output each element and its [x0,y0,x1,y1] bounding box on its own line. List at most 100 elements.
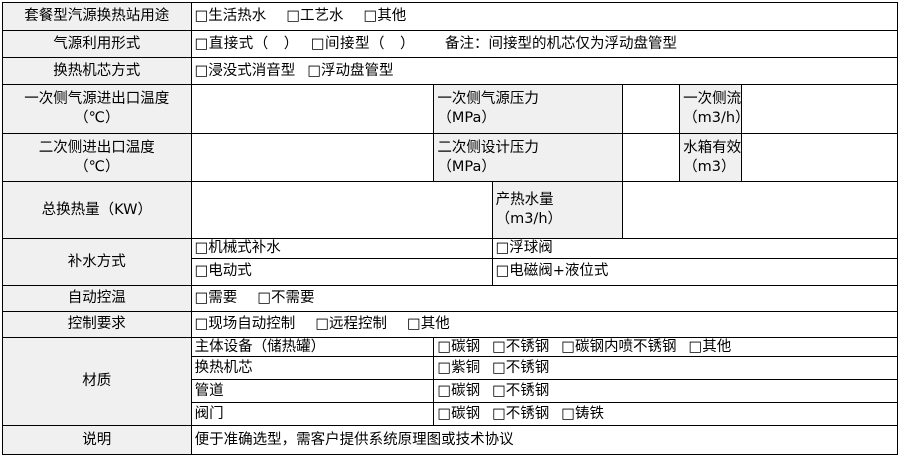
remark-text: 便于准确选型，需客户提供系统原理图或技术协议 [190,425,899,456]
material-item-name-2: 管道 [190,379,435,404]
table-row-material-4: 阀门 □碳钢 □不锈钢 □铸铁 [3,402,898,427]
checkbox-auto-temp-required[interactable]: □需要 [194,289,238,306]
table-row-auto-temp: 自动控温 □需要 □不需要 [2,284,899,312]
input-secondary-pressure-value[interactable] [621,133,681,182]
core-type-options-cell: □浸没式消音型 □浮动盘管型 [190,57,899,85]
row-label-primary-flow: 一次侧流量 （m3/h） [679,84,743,134]
table-row-remark: 说明 便于准确选型，需客户提供系统原理图或技术协议 [2,425,899,456]
primary-flow-label-line1: 一次侧流量 [683,91,742,108]
row-label-remark: 说明 [2,425,192,456]
row-label-material: 材质 [2,336,192,427]
secondary-pressure-label-line2: （MPa） [437,158,496,175]
hot-water-output-label-line2: （m3/h） [495,211,563,227]
input-hot-water-output-value[interactable] [622,181,898,239]
checkbox-material-core-stainless-steel[interactable]: □不锈钢 [492,359,550,376]
row-label-primary-pressure: 一次侧气源压力 （MPa） [433,84,623,134]
table-row-material-3: 管道 □碳钢 □不锈钢 [3,379,898,404]
table-row-source-form: 气源利用形式 □直接式（ ） □间接型（ ） 备注：间接型的机芯仅为浮动盘管型 [2,30,899,58]
checkbox-material-core-copper[interactable]: □紫铜 [437,359,481,376]
material-item-name-1: 换热机芯 [190,356,435,381]
checkbox-usage-domestic-hot-water[interactable]: □生活热水 [194,8,267,25]
material-options-cell-2: □碳钢 □不锈钢 [433,379,898,404]
source-form-options-cell: □直接式（ ） □间接型（ ） 备注：间接型的机芯仅为浮动盘管型 [190,30,899,58]
table-row-primary-parameters: 一次侧气源进出口温度 （℃） 一次侧气源压力 （MPa） 一次侧流量 （m3/h… [2,84,898,134]
table-row-total-heat: 总换热量（KW） 产热水量 （m3/h） [2,181,898,239]
makeup-water-option-cell-4: □电磁阀+液位式 [491,257,899,286]
input-primary-temp-value[interactable] [190,84,435,134]
checkbox-control-remote[interactable]: □远程控制 [315,315,388,332]
row-label-makeup-water: 补水方式 [2,238,192,286]
checkbox-material-valve-stainless-steel[interactable]: □不锈钢 [492,405,550,422]
spec-sheet: 套餐型汽源换热站用途 □生活热水 □工艺水 □其他 气源利用形式 □直接式（ ） □间… [2,2,899,456]
input-secondary-temp-value[interactable] [190,133,435,182]
checkbox-control-local-auto[interactable]: □现场自动控制 [194,315,296,332]
makeup-water-option-cell-3: □电动式 [190,257,493,286]
row-label-control-requirement: 控制要求 [2,310,192,338]
checkbox-material-main-stainless-steel[interactable]: □不锈钢 [492,338,550,355]
material-options-cell-3: □碳钢 □不锈钢 □铸铁 [433,402,898,427]
row-label-secondary-pressure: 二次侧设计压力 （MPa） [433,133,623,182]
checkbox-source-indirect[interactable]: □间接型（ ） [310,35,416,52]
row-label-tank-volume: 水箱有效容积 （m3） [679,133,743,182]
row-label-usage: 套餐型汽源换热站用途 [2,2,192,31]
table-row-control-requirement: 控制要求 □现场自动控制 □远程控制 □其他 [2,310,899,338]
checkbox-material-main-carbon-steel-sprayed[interactable]: □碳钢内喷不锈钢 [561,338,677,355]
table-row-usage: 套餐型汽源换热站用途 □生活热水 □工艺水 □其他 [2,2,899,31]
row-label-total-heat: 总换热量（KW） [2,181,192,239]
table-row-material-2: 换热机芯 □紫铜 □不锈钢 [3,356,898,381]
checkbox-material-valve-cast-iron[interactable]: □铸铁 [561,405,604,422]
checkbox-makeup-electric[interactable]: □电动式 [194,263,252,280]
primary-temp-label-line1: 一次侧气源进出口温度 [24,91,170,108]
input-tank-volume-value[interactable] [741,133,898,182]
table-row-core-type: 换热机芯方式 □浸没式消音型 □浮动盘管型 [2,57,899,85]
checkbox-core-floating-coil[interactable]: □浮动盘管型 [307,62,394,79]
primary-temp-label-line2: （℃） [74,110,120,126]
table-row-secondary-parameters: 二次侧进出口温度 （℃） 二次侧设计压力 （MPa） 水箱有效容积 （m3） [2,133,898,182]
checkbox-material-valve-carbon-steel[interactable]: □碳钢 [437,405,481,422]
usage-options-cell: □生活热水 □工艺水 □其他 [190,2,899,31]
secondary-pressure-label-line1: 二次侧设计压力 [437,139,539,156]
checkbox-material-main-other[interactable]: □其他 [688,338,732,355]
checkbox-material-main-carbon-steel[interactable]: □碳钢 [437,338,481,355]
material-options-cell-0: □碳钢 □不锈钢 □碳钢内喷不锈钢 □其他 [433,336,898,358]
row-label-core-type: 换热机芯方式 [2,57,192,85]
table-row-makeup-water-1: 补水方式 □机械式补水 □浮球阀 [2,238,899,286]
makeup-water-option-cell-1: □机械式补水 [190,238,493,259]
spec-table: 套餐型汽源换热站用途 □生活热水 □工艺水 □其他 气源利用形式 □直接式（ ） □间… [2,2,899,456]
row-label-secondary-temp: 二次侧进出口温度 （℃） [2,133,192,182]
checkbox-material-pipe-stainless-steel[interactable]: □不锈钢 [492,382,550,399]
checkbox-makeup-solenoid-level[interactable]: □电磁阀+液位式 [495,263,609,280]
material-item-name-3: 阀门 [190,402,435,427]
checkbox-makeup-float-valve[interactable]: □浮球阀 [495,240,553,256]
checkbox-usage-other[interactable]: □其他 [363,8,407,25]
tank-volume-label-line2: （m3） [683,158,736,175]
auto-temp-options-cell: □需要 □不需要 [190,284,899,312]
checkbox-control-other[interactable]: □其他 [407,315,450,332]
input-primary-pressure-value[interactable] [621,84,681,134]
primary-pressure-label-line1: 一次侧气源压力 [437,91,539,108]
material-options-cell-1: □紫铜 □不锈钢 [433,356,898,381]
table-row-makeup-water-2: □电动式 □电磁阀+液位式 [3,257,899,286]
secondary-temp-label-line1: 二次侧进出口温度 [38,139,155,156]
primary-flow-label-line2: （m3/h） [683,110,741,126]
checkbox-usage-process-water[interactable]: □工艺水 [286,8,344,25]
tank-volume-label-line1: 水箱有效容积 [683,139,742,156]
source-form-note: 备注：间接型的机芯仅为浮动盘管型 [445,35,678,52]
input-primary-flow-value[interactable] [741,84,898,134]
checkbox-material-pipe-carbon-steel[interactable]: □碳钢 [437,382,481,399]
row-label-auto-temp: 自动控温 [2,284,192,312]
secondary-temp-label-line2: （℃） [74,158,120,175]
input-total-heat-value[interactable] [190,181,493,239]
material-item-name-0: 主体设备（储热罐） [190,336,435,358]
hot-water-output-label-line1: 产热水量 [495,192,554,209]
control-requirement-options-cell: □现场自动控制 □远程控制 □其他 [190,310,899,338]
checkbox-source-direct[interactable]: □直接式（ ） [194,35,299,52]
checkbox-core-submerged-silencer[interactable]: □浸没式消音型 [194,62,296,79]
row-label-primary-temp: 一次侧气源进出口温度 （℃） [2,84,192,134]
row-label-hot-water-output: 产热水量 （m3/h） [491,181,624,239]
checkbox-auto-temp-not-required[interactable]: □不需要 [257,289,315,306]
checkbox-makeup-mechanical[interactable]: □机械式补水 [194,240,281,256]
makeup-water-option-cell-2: □浮球阀 [491,238,899,259]
row-label-source-form: 气源利用形式 [2,30,192,58]
table-row-material-1: 材质 主体设备（储热罐） □碳钢 □不锈钢 □碳钢内喷不锈钢 □其他 [2,336,898,427]
